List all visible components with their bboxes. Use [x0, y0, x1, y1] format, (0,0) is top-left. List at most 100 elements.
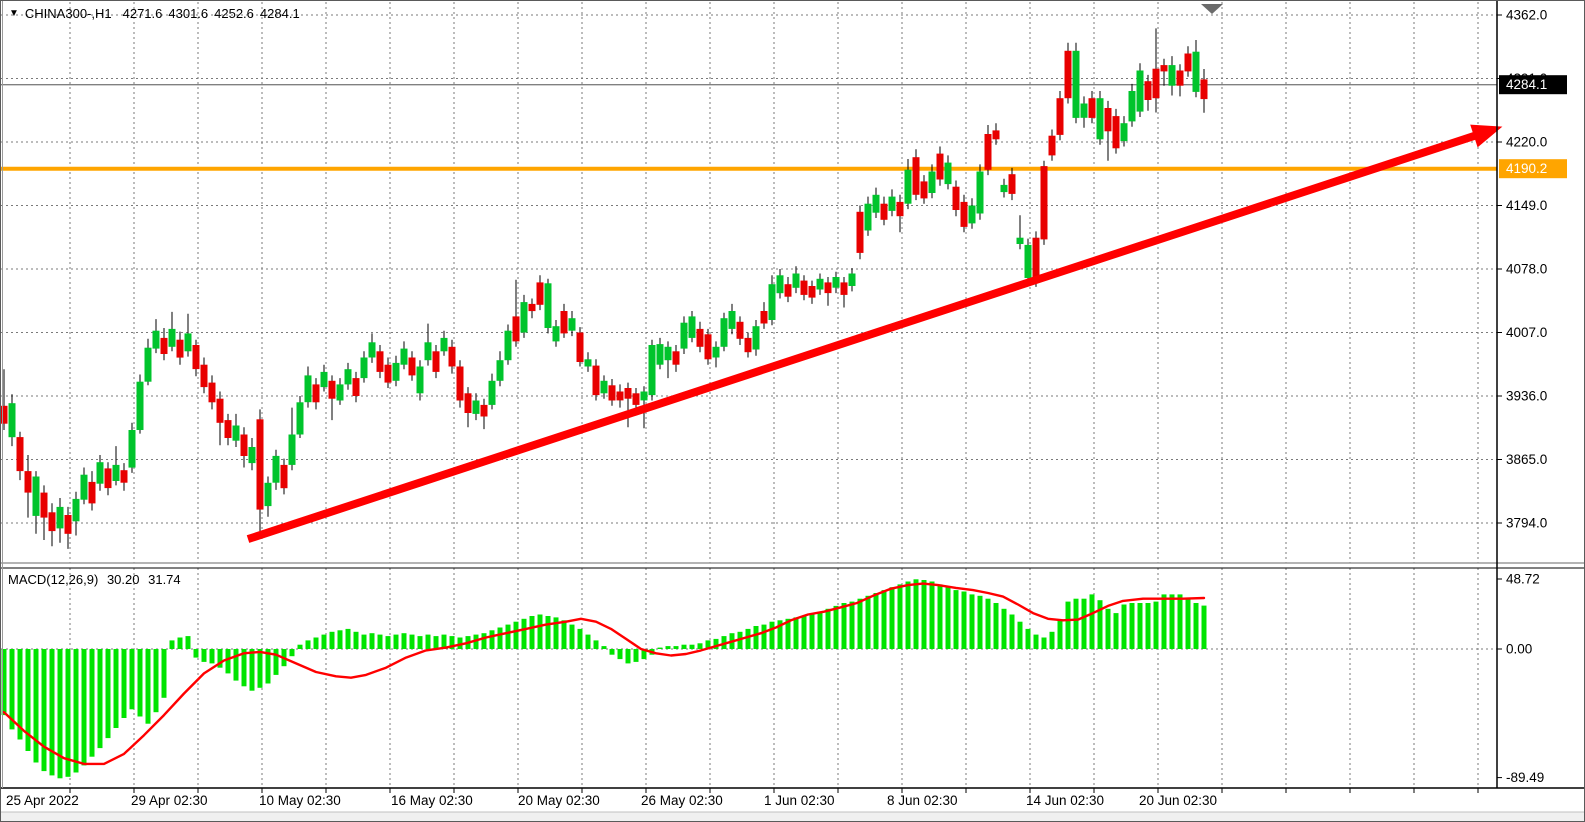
candle-body: [688, 316, 696, 338]
macd-bar: [833, 605, 839, 649]
candle-body: [928, 171, 936, 193]
candle-body: [352, 378, 360, 396]
ohlc-high: 4301.6: [168, 6, 209, 21]
trend-arrow[interactable]: [246, 124, 1503, 543]
candle-body: [1160, 65, 1168, 72]
candle-body: [424, 342, 432, 361]
macd-bar: [1137, 603, 1143, 649]
macd-value: 30.20: [106, 572, 140, 587]
candle-body: [584, 359, 592, 367]
candle-body: [168, 328, 176, 347]
macd-bar: [137, 649, 143, 717]
date-axis-label: 20 May 02:30: [518, 793, 600, 808]
candle-body: [816, 278, 824, 290]
candle-body: [824, 282, 832, 294]
macd-bar: [177, 637, 183, 649]
macd-bar: [841, 603, 847, 649]
macd-axis-label: 48.72: [1506, 572, 1540, 587]
chart-shift-marker-icon: [1201, 4, 1223, 14]
candle-body: [32, 476, 40, 516]
candle-body: [520, 302, 528, 333]
macd-bar: [1169, 594, 1175, 649]
candle-body: [24, 471, 32, 493]
macd-bar: [1105, 608, 1111, 649]
macd-bar: [393, 634, 399, 649]
macd-bar: [81, 649, 87, 766]
candle-body: [1024, 244, 1032, 278]
chart-title: ▼ CHINA300-,H1 4271.6 4301.6 4252.6 4284…: [9, 6, 300, 21]
macd-bar: [97, 649, 103, 749]
candle-body: [336, 384, 344, 401]
macd-bar: [1097, 600, 1103, 649]
macd-bar: [433, 636, 439, 649]
candle-body: [704, 334, 712, 360]
macd-bar: [505, 624, 511, 649]
macd-bar: [961, 591, 967, 649]
macd-bar: [721, 636, 727, 649]
candle-body: [1040, 166, 1048, 240]
macd-bar: [17, 649, 23, 740]
date-axis-label: 8 Jun 02:30: [887, 793, 958, 808]
macd-bar: [761, 624, 767, 649]
macd-bar: [9, 649, 15, 730]
candle-body: [416, 366, 424, 394]
macd-bar: [1, 649, 7, 716]
candle-body: [872, 194, 880, 213]
macd-bar: [601, 646, 607, 649]
macd-label: MACD(12,26,9): [8, 572, 99, 587]
candle-body: [368, 342, 376, 358]
candle-body: [560, 311, 568, 334]
macd-bar: [425, 634, 431, 649]
candle-body: [552, 326, 560, 342]
macd-bar: [209, 649, 215, 664]
macd-bar: [313, 637, 319, 649]
ohlc-low: 4252.6: [214, 6, 254, 21]
macd-bar: [625, 649, 631, 664]
candle-body: [384, 364, 392, 383]
candle-body: [248, 447, 256, 464]
macd-bar: [1009, 614, 1015, 649]
macd-bar: [521, 618, 527, 649]
candle-body: [624, 388, 632, 399]
date-axis-label: 25 Apr 2022: [6, 793, 79, 808]
macd-bar: [457, 637, 463, 649]
macd-bar: [777, 620, 783, 649]
macd-bar: [1089, 594, 1095, 649]
macd-bar: [665, 646, 671, 649]
macd-bar: [25, 649, 31, 751]
candle-body: [232, 425, 240, 441]
ohlc-open: 4271.6: [122, 6, 163, 21]
macd-bar: [193, 649, 199, 658]
macd-bar: [681, 644, 687, 649]
price-axis-label: 4362.0: [1506, 8, 1547, 23]
candle-body: [672, 351, 680, 365]
candle-body: [864, 203, 872, 231]
candle-body: [880, 203, 888, 220]
candle-body: [792, 273, 800, 288]
macd-bar: [1129, 603, 1135, 649]
candle-body: [320, 371, 328, 388]
candle-body: [256, 419, 264, 510]
macd-bar: [145, 649, 151, 724]
macd-bar: [937, 584, 943, 649]
macd-bar: [1161, 594, 1167, 649]
macd-signal-line: [2, 582, 1206, 766]
macd-bar: [497, 627, 503, 649]
macd-bar: [265, 649, 271, 684]
candle-body: [1032, 237, 1040, 281]
macd-bar: [689, 644, 695, 649]
macd-bar: [249, 649, 255, 691]
candle-body: [856, 211, 864, 253]
candle-body: [696, 328, 704, 347]
candle-body: [760, 311, 768, 324]
candle-body: [456, 366, 464, 401]
candle-body: [120, 470, 128, 483]
candle-body: [600, 380, 608, 394]
macd-bar: [1185, 598, 1191, 649]
candle-body: [648, 345, 656, 396]
candle-body: [920, 181, 928, 199]
candle-body: [968, 205, 976, 224]
macd-bar: [577, 628, 583, 649]
